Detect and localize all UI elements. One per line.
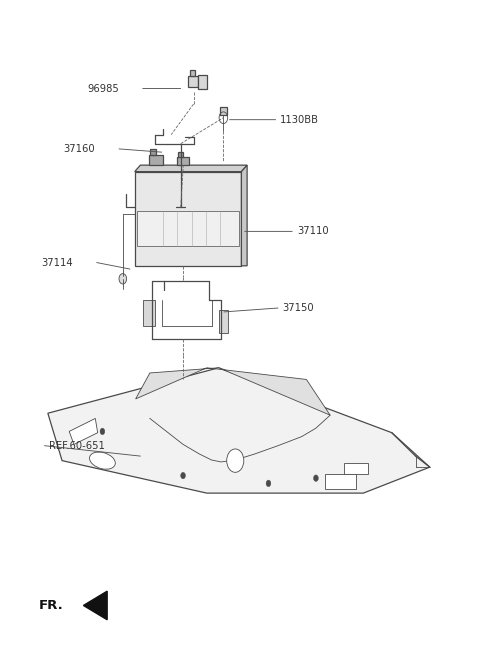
Text: REF.60-651: REF.60-651	[49, 441, 105, 451]
Text: 37150: 37150	[283, 303, 314, 313]
Bar	[143, 300, 155, 326]
Bar	[344, 462, 368, 474]
Circle shape	[100, 428, 105, 435]
Polygon shape	[69, 419, 97, 444]
Polygon shape	[48, 367, 430, 493]
Bar	[190, 70, 195, 75]
Bar	[178, 157, 189, 165]
Circle shape	[313, 475, 318, 481]
Text: 1130BB: 1130BB	[280, 115, 319, 124]
Bar	[179, 151, 183, 157]
Text: 37114: 37114	[41, 257, 73, 267]
Circle shape	[227, 449, 244, 472]
Circle shape	[119, 274, 127, 284]
Bar	[188, 75, 198, 87]
Text: 96985: 96985	[87, 83, 119, 94]
Text: 37110: 37110	[297, 227, 328, 236]
Polygon shape	[136, 367, 330, 415]
Polygon shape	[84, 591, 107, 620]
Text: 37160: 37160	[64, 144, 96, 154]
Polygon shape	[135, 165, 247, 172]
Ellipse shape	[90, 452, 115, 469]
Bar	[137, 211, 239, 246]
Bar	[198, 75, 207, 89]
Bar	[150, 149, 156, 155]
Circle shape	[180, 472, 185, 479]
Polygon shape	[241, 165, 247, 266]
Bar	[219, 310, 228, 333]
Bar	[135, 172, 241, 266]
Circle shape	[266, 480, 271, 487]
Bar	[219, 107, 227, 115]
Text: FR.: FR.	[38, 599, 63, 612]
Bar	[149, 155, 163, 165]
Bar	[325, 474, 356, 489]
